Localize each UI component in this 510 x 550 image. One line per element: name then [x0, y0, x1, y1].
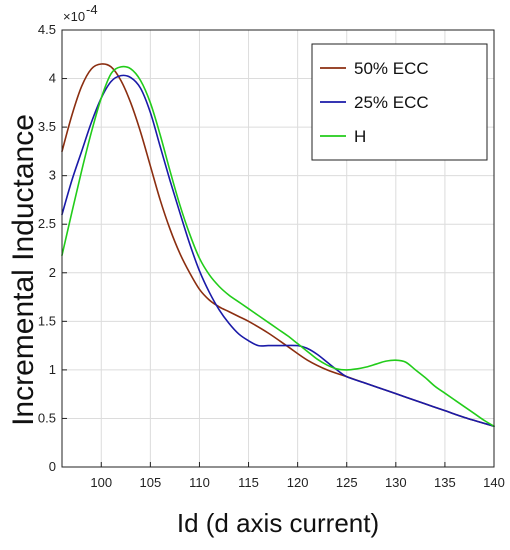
- x-tick-label: 130: [385, 475, 407, 490]
- y-tick-label: 2: [49, 265, 56, 280]
- x-tick-label: 100: [90, 475, 112, 490]
- plot-frame: [61, 29, 495, 468]
- x-tick-label: 115: [238, 475, 259, 490]
- x-tick-label: 110: [189, 475, 210, 490]
- legend-label: H: [354, 127, 366, 146]
- x-tick-label: 120: [287, 475, 309, 490]
- x-tick-label: 135: [434, 475, 456, 490]
- y-tick-label: 1: [49, 362, 56, 377]
- x-axis-label: Id (d axis current): [177, 508, 379, 538]
- y-tick-label: 3.5: [38, 119, 56, 134]
- y-exponent: ×10 -4: [63, 2, 98, 24]
- tick-group: 100 105 110 115 120 125 130 135 140 0 0.5 1 1.5 2 2.5 3…: [38, 22, 505, 490]
- y-axis-label: Incremental Inductance: [7, 114, 40, 426]
- x-tick-label: 125: [336, 475, 358, 490]
- legend: 50% ECC 25% ECC H: [311, 43, 488, 161]
- legend-label: 25% ECC: [354, 93, 429, 112]
- y-tick-label: 0: [49, 459, 56, 474]
- series-line-2: [61, 74, 495, 428]
- x-tick-label: 105: [140, 475, 162, 490]
- series-group: [61, 63, 495, 428]
- y-exponent-power: -4: [86, 2, 98, 17]
- y-tick-label: 4: [49, 71, 56, 86]
- y-tick-label: 4.5: [38, 22, 56, 37]
- y-tick-label: 3: [49, 168, 56, 183]
- series-line-3: [61, 65, 495, 428]
- x-tick-label: 140: [483, 475, 505, 490]
- y-tick-label: 2.5: [38, 216, 56, 231]
- legend-label: 50% ECC: [354, 59, 429, 78]
- y-tick-label: 0.5: [38, 410, 56, 425]
- y-exponent-base: ×10: [63, 9, 85, 24]
- y-tick-label: 1.5: [38, 313, 56, 328]
